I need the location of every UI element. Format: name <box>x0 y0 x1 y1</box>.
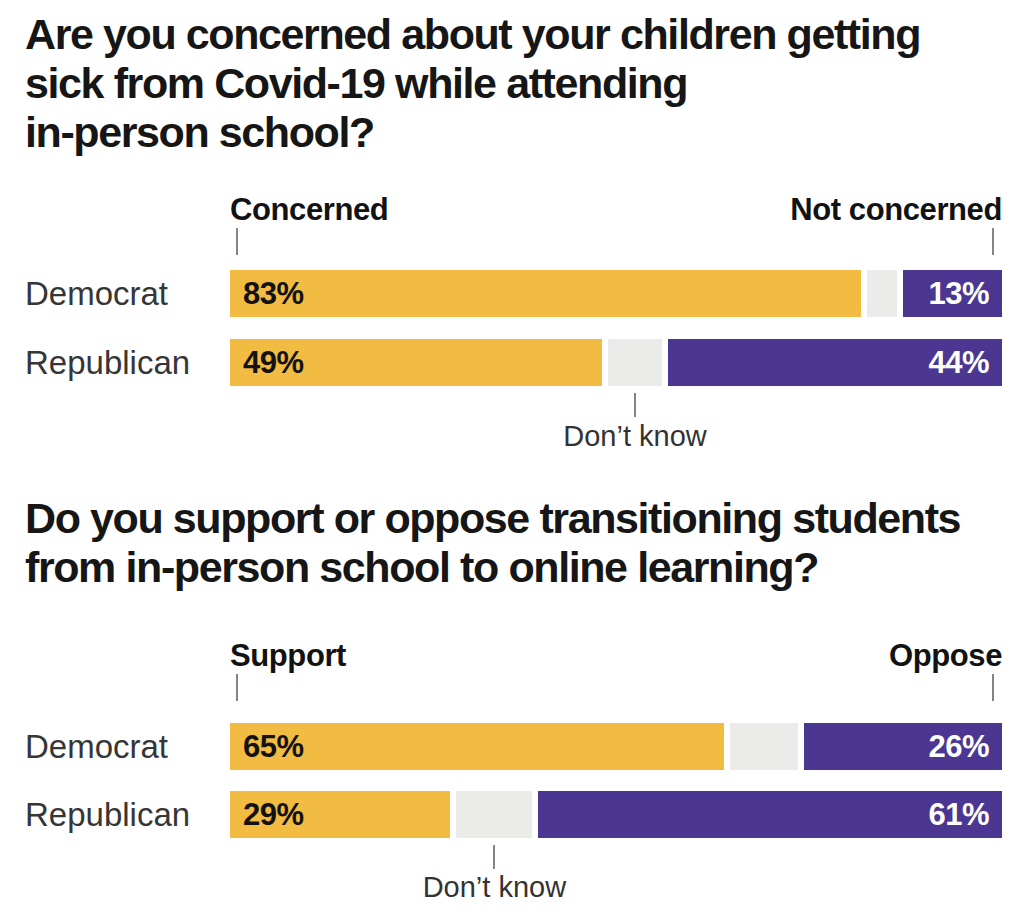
bar-segment-right: 44% <box>668 339 1002 386</box>
stacked-bar: 65% 26% <box>230 723 1002 770</box>
axis-tick-right <box>992 674 994 701</box>
bar-value-left: 29% <box>230 797 304 833</box>
dontknow-tick <box>493 845 495 869</box>
row-label: Democrat <box>25 723 168 770</box>
bar-segment-right: 26% <box>804 723 1002 770</box>
stacked-bar: 83% 13% <box>230 270 1002 317</box>
bar-row: Democrat 65% 26% <box>0 723 1024 770</box>
stacked-bar: 29% 61% <box>230 791 1002 838</box>
bar-segment-left: 29% <box>230 791 450 838</box>
bar-row: Democrat 83% 13% <box>0 270 1024 317</box>
dontknow-label: Don’t know <box>563 420 706 453</box>
bar-segment-right: 13% <box>903 270 1002 317</box>
bar-value-right: 44% <box>928 345 1002 381</box>
bar-segment-left: 83% <box>230 270 861 317</box>
row-label: Republican <box>25 791 190 838</box>
bar-value-left: 83% <box>230 276 304 312</box>
stacked-bar: 49% 44% <box>230 339 1002 386</box>
bar-value-left: 49% <box>230 345 304 381</box>
bar-segment-dontknow <box>867 270 897 317</box>
chart-title: Are you concerned about your children ge… <box>25 10 920 157</box>
dontknow-tick <box>634 393 636 417</box>
row-label: Republican <box>25 339 190 386</box>
survey-results: Are you concerned about your children ge… <box>0 0 1024 918</box>
bar-row: Republican 29% 61% <box>0 791 1024 838</box>
axis-label-right: Oppose <box>889 640 1002 671</box>
bar-segment-dontknow <box>730 723 798 770</box>
bar-segment-left: 49% <box>230 339 602 386</box>
bar-value-left: 65% <box>230 729 304 765</box>
bar-value-right: 61% <box>928 797 1002 833</box>
bar-segment-dontknow <box>456 791 532 838</box>
axis-label-left: Concerned <box>230 194 388 225</box>
chart-title: Do you support or oppose transitioning s… <box>25 494 960 592</box>
bar-row: Republican 49% 44% <box>0 339 1024 386</box>
axis-tick-left <box>236 228 238 255</box>
bar-value-right: 26% <box>928 729 1002 765</box>
bar-segment-right: 61% <box>538 791 1002 838</box>
row-label: Democrat <box>25 270 168 317</box>
dontknow-label: Don’t know <box>423 871 566 904</box>
axis-tick-right <box>992 228 994 255</box>
axis-tick-left <box>236 674 238 701</box>
axis-label-right: Not concerned <box>790 194 1002 225</box>
bar-value-right: 13% <box>928 276 1002 312</box>
bar-segment-dontknow <box>608 339 661 386</box>
bar-segment-left: 65% <box>230 723 724 770</box>
axis-label-left: Support <box>230 640 346 671</box>
